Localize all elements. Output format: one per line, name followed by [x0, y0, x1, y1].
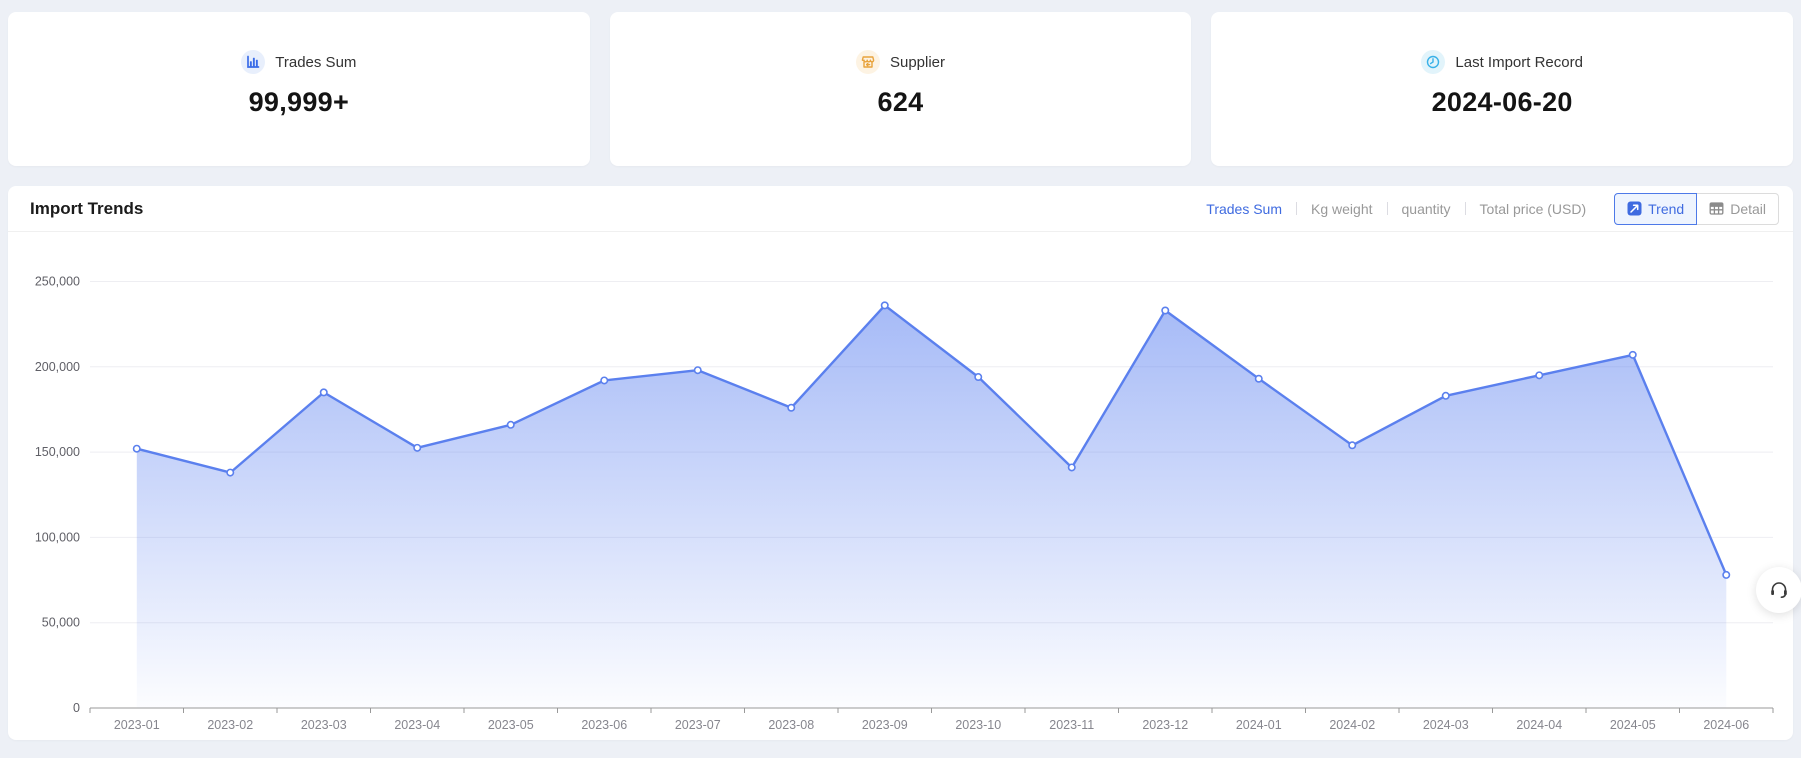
data-point[interactable] — [787, 403, 796, 412]
bar-chart-icon — [241, 50, 266, 74]
table-icon — [1709, 201, 1724, 216]
x-axis-label: 2023-05 — [488, 718, 534, 732]
x-axis-label: 2023-09 — [862, 718, 908, 732]
import-trends-chart: 0 50,000 100,000 150,000 200,000 250,000 2023-… — [35, 275, 1774, 732]
chart-header: Import Trends Trades Sum Kg weight quant… — [8, 186, 1793, 232]
stat-card-supplier: Supplier 624 — [609, 12, 1192, 166]
y-axis-label: 250,000 — [35, 275, 80, 289]
stat-value: 2024-06-20 — [1431, 87, 1573, 117]
tab-separator — [1386, 202, 1388, 215]
store-icon — [855, 50, 880, 74]
x-axis-label: 2023-03 — [301, 718, 347, 732]
x-axis-label: 2024-05 — [1610, 718, 1656, 732]
data-point[interactable] — [600, 376, 609, 385]
x-axis-label: 2023-02 — [207, 718, 253, 732]
x-axis-label: 2023-12 — [1142, 718, 1188, 732]
data-point[interactable] — [132, 444, 141, 453]
trend-icon — [1627, 201, 1642, 216]
data-point[interactable] — [1254, 374, 1263, 383]
detail-button-label: Detail — [1730, 200, 1766, 217]
data-point[interactable] — [974, 373, 983, 382]
y-axis-label: 150,000 — [35, 445, 80, 459]
metric-tab-trades-sum[interactable]: Trades Sum — [1206, 200, 1283, 217]
x-axis-label: 2023-10 — [955, 718, 1001, 732]
view-toggle: Trend Detail — [1614, 192, 1779, 225]
clock-icon — [1421, 50, 1446, 74]
chart-area-fill — [136, 305, 1727, 708]
metric-tabs: Trades Sum Kg weight quantity Total pric… — [1206, 201, 1586, 217]
x-axis-label: 2023-11 — [1049, 718, 1094, 732]
stat-label: Last Import Record — [1455, 53, 1583, 71]
x-axis-label: 2023-07 — [675, 718, 721, 732]
data-point[interactable] — [1067, 463, 1076, 472]
stat-label: Trades Sum — [275, 53, 357, 71]
stat-value: 99,999+ — [248, 87, 350, 117]
metric-tab-kg-weight[interactable]: Kg weight — [1311, 200, 1373, 217]
y-axis-label: 200,000 — [35, 360, 80, 374]
stat-head: Trades Sum — [241, 50, 356, 74]
metric-tab-total-price[interactable]: Total price (USD) — [1479, 200, 1587, 217]
data-point[interactable] — [319, 388, 328, 397]
tab-separator — [1296, 202, 1298, 215]
data-point[interactable] — [506, 420, 515, 429]
x-axis-label: 2024-04 — [1516, 718, 1562, 732]
y-axis-label: 100,000 — [35, 530, 80, 544]
data-point[interactable] — [413, 443, 422, 452]
headset-icon — [1768, 579, 1790, 601]
x-axis-label: 2023-04 — [394, 718, 440, 732]
trend-button-label: Trend — [1648, 200, 1685, 217]
data-point[interactable] — [1161, 306, 1170, 315]
metric-tab-quantity[interactable]: quantity — [1401, 200, 1451, 217]
stat-card-last-import: Last Import Record 2024-06-20 — [1211, 12, 1794, 166]
stat-head: Last Import Record — [1421, 50, 1583, 74]
y-axis-label: 0 — [73, 701, 80, 715]
import-trends-card: Import Trends Trades Sum Kg weight quant… — [8, 186, 1793, 740]
stats-row: Trades Sum 99,999+ Supplier 624 — [0, 0, 1801, 166]
chart-controls: Trades Sum Kg weight quantity Total pric… — [1206, 192, 1779, 225]
chart-title: Import Trends — [30, 198, 144, 218]
detail-view-button[interactable]: Detail — [1696, 192, 1779, 225]
stat-card-trades-sum: Trades Sum 99,999+ — [8, 12, 590, 166]
stat-value: 624 — [877, 87, 924, 117]
x-axis-label: 2024-01 — [1236, 718, 1282, 732]
customer-service-button[interactable] — [1756, 567, 1801, 613]
x-axis-label: 2023-08 — [768, 718, 814, 732]
data-point[interactable] — [693, 366, 702, 375]
x-axis-label: 2023-01 — [114, 718, 160, 732]
data-point[interactable] — [880, 301, 889, 310]
trend-view-button[interactable]: Trend — [1614, 192, 1698, 225]
data-point[interactable] — [1722, 570, 1731, 579]
x-axis-label: 2023-06 — [581, 718, 627, 732]
y-axis-label: 50,000 — [42, 616, 80, 630]
stat-label: Supplier — [889, 53, 946, 71]
chart-line — [135, 304, 1728, 577]
x-axis-label: 2024-02 — [1329, 718, 1375, 732]
data-point[interactable] — [226, 468, 235, 477]
tab-separator — [1464, 202, 1466, 215]
data-point[interactable] — [1348, 441, 1357, 450]
stat-head: Supplier — [855, 50, 946, 74]
data-point[interactable] — [1535, 371, 1544, 380]
data-point[interactable] — [1628, 350, 1637, 359]
x-axis-label: 2024-03 — [1423, 718, 1469, 732]
x-axis-label: 2024-06 — [1703, 718, 1749, 732]
data-point[interactable] — [1441, 391, 1450, 400]
